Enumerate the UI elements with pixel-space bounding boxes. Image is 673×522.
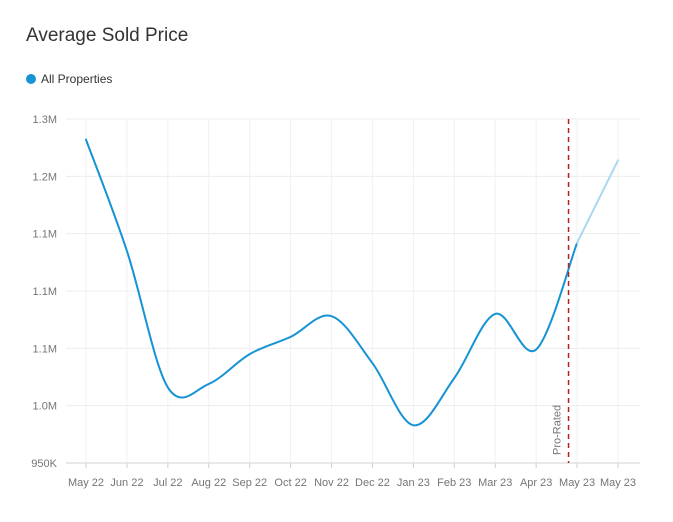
y-tick-label: 1.1M	[33, 343, 57, 355]
x-tick-label: May 22	[68, 477, 104, 489]
x-tick-label: Feb 23	[437, 477, 471, 489]
x-tick-label: Mar 23	[478, 477, 512, 489]
y-tick-label: 1.2M	[33, 171, 57, 183]
x-tick-label: May 23	[559, 477, 595, 489]
legend-item-all-properties[interactable]: All Properties	[26, 72, 112, 86]
y-tick-label: 1.0M	[33, 401, 57, 413]
x-tick-label: Oct 22	[274, 477, 306, 489]
legend-label: All Properties	[41, 72, 113, 86]
x-tick-label: Dec 22	[355, 477, 390, 489]
x-tick-label: Sep 22	[232, 477, 267, 489]
x-tick-label: May 23	[600, 477, 636, 489]
chart-title: Average Sold Price	[26, 25, 189, 46]
pro-rated-label: Pro-Rated	[552, 405, 564, 455]
x-tick-label: Aug 22	[191, 477, 226, 489]
x-tick-label: Apr 23	[520, 477, 552, 489]
x-tick-label: Nov 22	[314, 477, 349, 489]
y-tick-label: 1.1M	[33, 229, 57, 241]
y-tick-label: 1.3M	[33, 114, 57, 126]
y-tick-label: 950K	[31, 458, 57, 470]
series-line-projected	[576, 159, 619, 244]
y-tick-label: 1.1M	[33, 286, 57, 298]
x-tick-label: Jun 22	[110, 477, 143, 489]
legend-marker-icon	[26, 74, 36, 84]
series-line-all-properties	[85, 138, 579, 427]
x-tick-label: Jul 22	[153, 477, 182, 489]
x-tick-label: Jan 23	[397, 477, 430, 489]
